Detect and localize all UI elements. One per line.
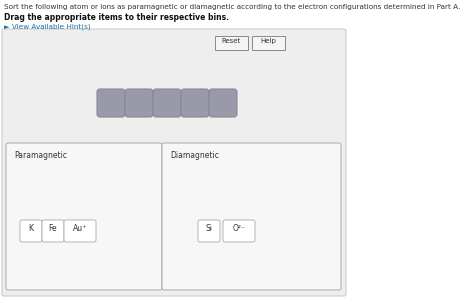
Text: Reset: Reset: [222, 38, 241, 44]
FancyBboxPatch shape: [223, 220, 255, 242]
FancyBboxPatch shape: [198, 220, 220, 242]
FancyBboxPatch shape: [20, 220, 42, 242]
Text: Paramagnetic: Paramagnetic: [14, 151, 67, 160]
Text: Help: Help: [261, 38, 276, 44]
FancyBboxPatch shape: [125, 89, 153, 117]
FancyBboxPatch shape: [181, 89, 209, 117]
FancyBboxPatch shape: [42, 220, 64, 242]
Text: Drag the appropriate items to their respective bins.: Drag the appropriate items to their resp…: [4, 13, 229, 22]
FancyBboxPatch shape: [215, 36, 248, 50]
FancyBboxPatch shape: [162, 143, 341, 290]
Text: Si: Si: [206, 224, 212, 233]
FancyBboxPatch shape: [252, 36, 285, 50]
FancyBboxPatch shape: [153, 89, 181, 117]
FancyBboxPatch shape: [97, 89, 125, 117]
Text: ► View Available Hint(s): ► View Available Hint(s): [4, 23, 91, 30]
Text: Au⁺: Au⁺: [73, 224, 87, 233]
FancyBboxPatch shape: [209, 89, 237, 117]
FancyBboxPatch shape: [64, 220, 96, 242]
FancyBboxPatch shape: [2, 29, 346, 296]
Text: K: K: [28, 224, 34, 233]
Text: Sort the following atom or ions as paramagnetic or diamagnetic according to the : Sort the following atom or ions as param…: [4, 4, 460, 10]
Text: O²⁻: O²⁻: [233, 224, 246, 233]
Text: Diamagnetic: Diamagnetic: [170, 151, 219, 160]
FancyBboxPatch shape: [6, 143, 162, 290]
Text: Fe: Fe: [49, 224, 57, 233]
